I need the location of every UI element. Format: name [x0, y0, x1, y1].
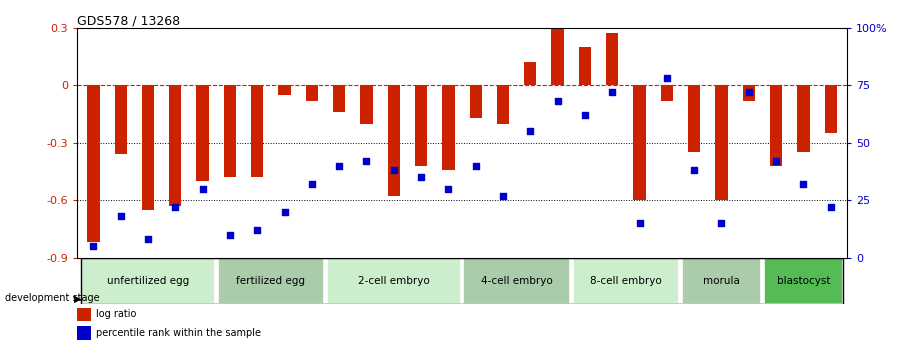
- Bar: [197, 85, 208, 181]
- Point: [332, 163, 346, 168]
- Bar: [688, 85, 700, 152]
- Bar: [579, 47, 591, 85]
- Point: [714, 220, 728, 226]
- Bar: [361, 85, 372, 124]
- Bar: [388, 85, 400, 196]
- Point: [441, 186, 456, 191]
- Bar: [496, 85, 509, 124]
- Bar: [469, 85, 482, 118]
- Point: [632, 220, 647, 226]
- Text: blastocyst: blastocyst: [776, 276, 830, 286]
- Point: [387, 168, 401, 173]
- Point: [741, 89, 756, 95]
- Bar: [660, 85, 673, 100]
- Text: 2-cell embryo: 2-cell embryo: [358, 276, 429, 286]
- Bar: [764, 258, 843, 304]
- Point: [277, 209, 292, 215]
- Point: [550, 99, 564, 104]
- Text: GDS578 / 13268: GDS578 / 13268: [77, 14, 180, 28]
- Bar: [552, 28, 564, 85]
- Bar: [251, 85, 264, 177]
- Text: percentile rank within the sample: percentile rank within the sample: [96, 328, 261, 338]
- Point: [769, 158, 784, 164]
- Bar: [415, 85, 428, 166]
- Bar: [77, 326, 91, 340]
- Bar: [278, 85, 291, 95]
- Text: fertilized egg: fertilized egg: [236, 276, 305, 286]
- Bar: [333, 85, 345, 112]
- Point: [605, 89, 620, 95]
- Bar: [633, 85, 646, 200]
- Bar: [217, 258, 324, 304]
- Point: [140, 237, 155, 242]
- Bar: [442, 85, 455, 170]
- Point: [523, 128, 537, 134]
- Point: [223, 232, 237, 238]
- Text: 8-cell embryo: 8-cell embryo: [590, 276, 661, 286]
- Point: [169, 205, 183, 210]
- Bar: [87, 85, 100, 243]
- Text: 4-cell embryo: 4-cell embryo: [481, 276, 553, 286]
- Bar: [770, 85, 782, 166]
- Text: development stage: development stage: [5, 294, 99, 303]
- Point: [113, 214, 128, 219]
- Point: [660, 76, 674, 81]
- Text: ▶: ▶: [74, 294, 82, 303]
- Bar: [824, 85, 837, 133]
- Bar: [464, 258, 570, 304]
- Point: [578, 112, 593, 118]
- Point: [304, 181, 319, 187]
- Bar: [305, 85, 318, 100]
- Point: [496, 193, 510, 198]
- Point: [796, 181, 811, 187]
- Point: [468, 163, 483, 168]
- Point: [196, 186, 210, 191]
- Bar: [573, 258, 680, 304]
- Bar: [142, 85, 154, 210]
- Point: [824, 205, 838, 210]
- Point: [687, 168, 701, 173]
- Bar: [82, 258, 215, 304]
- Bar: [224, 85, 236, 177]
- Text: unfertilized egg: unfertilized egg: [107, 276, 189, 286]
- Bar: [169, 85, 181, 206]
- Bar: [77, 308, 91, 321]
- Point: [86, 244, 101, 249]
- Bar: [114, 85, 127, 154]
- Point: [414, 175, 429, 180]
- Text: morula: morula: [703, 276, 740, 286]
- Bar: [682, 258, 761, 304]
- Point: [250, 227, 265, 233]
- Point: [360, 158, 374, 164]
- Bar: [525, 62, 536, 85]
- Bar: [606, 33, 619, 85]
- Bar: [797, 85, 810, 152]
- Bar: [327, 258, 460, 304]
- Text: log ratio: log ratio: [96, 309, 137, 319]
- Bar: [743, 85, 755, 100]
- Bar: [716, 85, 728, 200]
